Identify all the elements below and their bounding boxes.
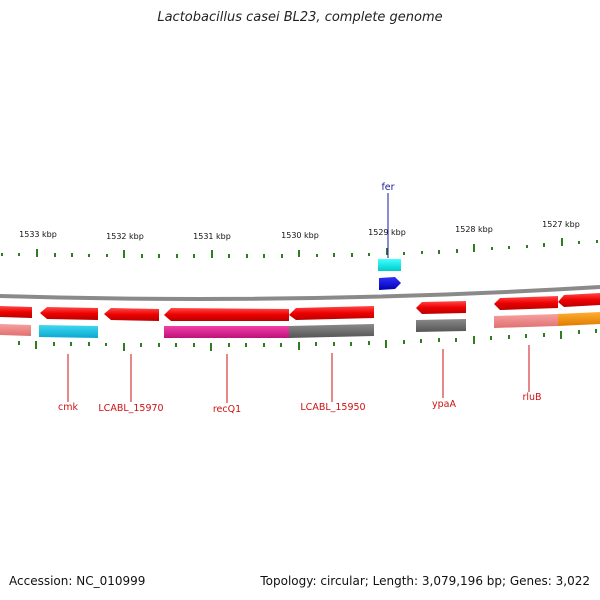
- gene-label-ypaa[interactable]: ypaA: [432, 399, 456, 410]
- label-leaders: [67, 193, 530, 403]
- gene-arrow[interactable]: [289, 306, 374, 320]
- feature-box: [558, 312, 600, 326]
- scale-label: 1528 kbp: [455, 225, 493, 234]
- gene-arrow[interactable]: [416, 301, 466, 314]
- gene-arrow[interactable]: [558, 293, 600, 307]
- gene-arrow[interactable]: [104, 308, 159, 321]
- feature-box: [416, 319, 466, 332]
- scale-label: 1532 kbp: [106, 232, 144, 241]
- bottom-ticks: [18, 329, 597, 351]
- feature-box: [0, 324, 31, 336]
- gene-label-lcabl-15950[interactable]: LCABL_15950: [300, 402, 365, 413]
- gene-arrow[interactable]: [40, 307, 98, 320]
- accession-text: Accession: NC_010999: [9, 574, 146, 588]
- genome-backbone: [0, 285, 600, 301]
- gene-fer[interactable]: [378, 259, 401, 290]
- gene-labels: fer cmk LCABL_15970 recQ1 LCABL_15950 yp…: [58, 182, 542, 415]
- feature-row: [0, 312, 600, 338]
- gene-label-lcabl-15970[interactable]: LCABL_15970: [98, 403, 163, 414]
- gene-arrow[interactable]: [494, 296, 558, 310]
- gene-label-recq1[interactable]: recQ1: [213, 404, 241, 415]
- feature-box: [494, 314, 558, 328]
- gene-arrow[interactable]: [0, 306, 32, 318]
- gene-label-fer[interactable]: fer: [381, 182, 394, 193]
- gene-label-cmk[interactable]: cmk: [58, 402, 78, 413]
- gene-label-rlub[interactable]: rluB: [522, 392, 541, 403]
- scale-labels: 1533 kbp 1532 kbp 1531 kbp 1530 kbp 1529…: [19, 220, 580, 241]
- gene-row-reverse: [0, 293, 600, 321]
- scale-label: 1527 kbp: [542, 220, 580, 229]
- scale-label: 1530 kbp: [281, 231, 319, 240]
- genome-summary-text: Topology: circular; Length: 3,079,196 bp…: [260, 574, 590, 588]
- gene-arrow[interactable]: [164, 308, 289, 321]
- feature-box: [289, 324, 374, 338]
- fer-gene-arrow: [379, 277, 401, 290]
- scale-label: 1531 kbp: [193, 232, 231, 241]
- feature-box: [39, 325, 98, 338]
- top-ticks: [1, 238, 598, 258]
- scale-label: 1529 kbp: [368, 228, 406, 237]
- map-title: Lactobacillus casei BL23, complete genom…: [157, 10, 443, 25]
- fer-feature-box: [378, 259, 401, 271]
- scale-label: 1533 kbp: [19, 230, 57, 239]
- feature-box: [164, 326, 289, 338]
